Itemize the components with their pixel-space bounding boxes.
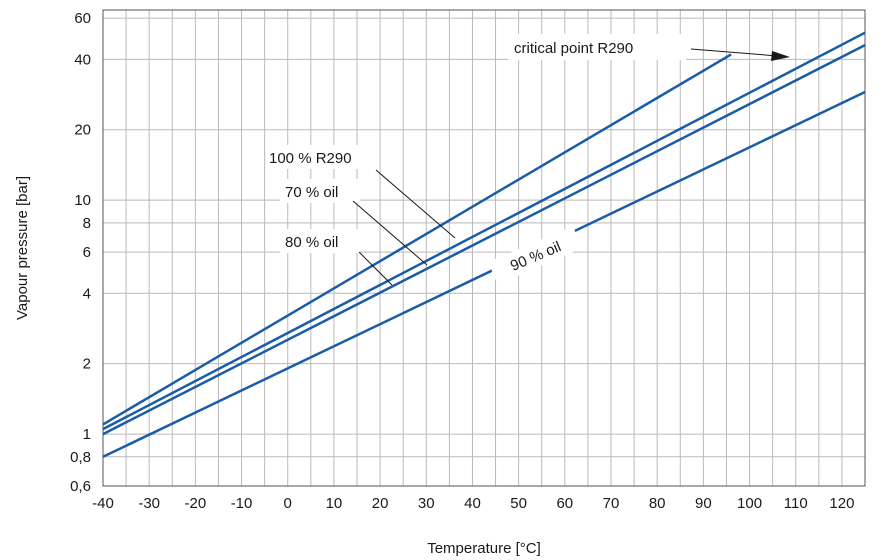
y-axis-title: Vapour pressure [bar] [14,176,31,320]
series-lines [102,31,866,458]
critical-point-arrowhead [771,51,790,61]
x-tick-label: 80 [649,495,666,512]
series-line-1 [102,31,866,431]
y-tick-label: 1 [83,426,91,443]
series-line-3 [102,90,866,458]
series-line-0 [102,53,732,426]
leader-70-oil [352,200,428,266]
y-tick-label: 20 [74,122,91,139]
label-100-r290: 100 % R290 [269,150,352,167]
label-80-oil-bg [280,229,360,253]
plot-frame [102,9,866,487]
y-tick-label: 4 [83,285,91,302]
annotations: critical point R290 100 % R290 70 % oil … [266,34,790,286]
y-tick-label: 0,6 [70,478,91,495]
x-tick-label: 10 [326,495,343,512]
critical-point-label: critical point R290 [514,40,633,57]
x-tick-label: 100 [737,495,762,512]
label-70-oil: 70 % oil [285,184,338,201]
label-100-r290-bg [266,145,359,169]
x-tick-label: -10 [231,495,253,512]
label-70-oil-bg [280,179,360,203]
x-tick-label: 90 [695,495,712,512]
y-tick-label: 40 [74,51,91,68]
label-80-oil: 80 % oil [285,234,338,251]
x-tick-label: -40 [92,495,114,512]
grid [103,10,865,487]
x-tick-label: 110 [784,495,808,512]
y-tick-label: 10 [74,192,91,209]
label-90-oil-bg [488,226,583,285]
leader-100-r290 [375,169,456,239]
y-tick-label: 0,8 [70,449,91,466]
x-tick-label: 40 [464,495,481,512]
critical-point-label-bg [508,34,686,60]
series-line-2 [102,43,866,436]
y-tick-labels: 0,6 0,8 1 2 4 6 8 10 20 40 60 [70,10,91,495]
x-tick-label: 70 [603,495,620,512]
y-tick-label: 2 [83,356,91,373]
x-tick-label: 60 [556,495,573,512]
x-tick-label: 30 [418,495,435,512]
x-tick-labels: -40 -30 -20 -10 0 10 20 30 40 50 60 70 80 90 100 110 120 [92,495,854,512]
y-tick-label: 6 [83,244,91,261]
x-tick-label: -20 [185,495,207,512]
critical-point-arrow [690,48,779,57]
x-tick-label: -30 [138,495,160,512]
leader-80-oil [358,251,393,286]
x-tick-label: 120 [829,495,854,512]
y-tick-label: 60 [74,10,91,27]
x-tick-label: 50 [510,495,527,512]
x-tick-label: 20 [372,495,389,512]
x-axis-title: Temperature [°C] [427,540,541,557]
y-tick-label: 8 [83,215,91,232]
x-tick-label: 0 [284,495,292,512]
